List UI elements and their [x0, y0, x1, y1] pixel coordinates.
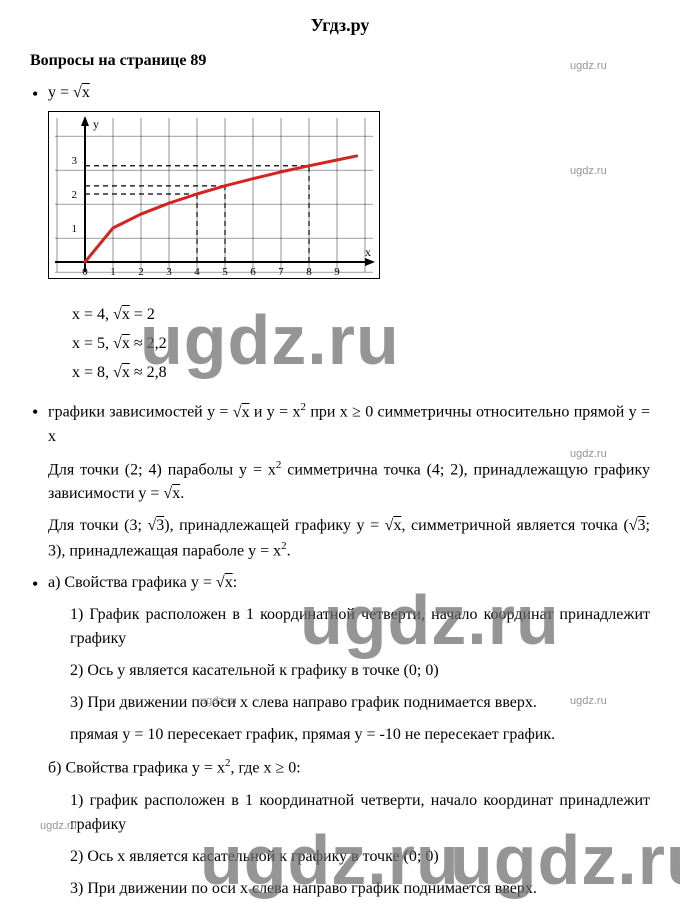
bullet3-a4: прямая y = 10 пересекает график, прямая … — [70, 723, 650, 747]
bullet3-a1: 1) График расположен в 1 координатной че… — [70, 603, 650, 651]
math-block: x = 4, x = 2 x = 5, x ≈ 2,2 x = 8, x ≈ 2… — [72, 301, 650, 387]
svg-text:8: 8 — [306, 266, 312, 278]
svg-text:6: 6 — [250, 266, 256, 278]
site-header: Угдз.ру — [30, 12, 650, 39]
svg-text:4: 4 — [194, 266, 200, 278]
svg-text:x: x — [365, 245, 371, 259]
svg-text:1: 1 — [110, 266, 116, 278]
svg-text:2: 2 — [138, 266, 144, 278]
chart-sqrt: 0 1 2 3 4 5 6 7 8 9 1 2 3 y x — [48, 111, 650, 287]
math-line-1: x = 4, x = 2 — [72, 301, 650, 330]
math-line-2: x = 5, x ≈ 2,2 — [72, 330, 650, 359]
svg-text:7: 7 — [278, 266, 284, 278]
svg-text:3: 3 — [72, 155, 78, 167]
bullet1-formula: y = x — [48, 81, 650, 105]
svg-text:y: y — [93, 117, 99, 131]
bullet-3: а) Свойства графика y = x: 1) График рас… — [48, 571, 650, 900]
svg-text:0: 0 — [82, 266, 88, 278]
bullet-2: графики зависимостей y = x и y = x2 при … — [48, 399, 650, 563]
bullet3-a3: 3) При движении по оси x слева направо г… — [70, 691, 650, 715]
bullet3-b2: 2) Ось x является касательной к графику … — [70, 845, 650, 869]
svg-text:1: 1 — [72, 223, 78, 235]
bullet2-p2: Для точки (2; 4) параболы y = x2 симметр… — [48, 457, 650, 506]
bullet3-a2: 2) Ось y является касательной к графику … — [70, 659, 650, 683]
svg-text:3: 3 — [166, 266, 172, 278]
bullet-1: y = x 0 1 2 3 4 5 6 7 8 9 1 2 3 y x x = 4, x = 2 x = 5… — [48, 81, 650, 387]
math-line-3: x = 8, x ≈ 2,8 — [72, 359, 650, 388]
bullet3-b3: 3) При движении по оси x слева направо г… — [70, 877, 650, 901]
bullet2-p3: Для точки (3; 3), принадлежащей графику … — [48, 514, 650, 563]
bullet3-b-head: б) Свойства графика y = x2, где x ≥ 0: — [48, 755, 650, 780]
page-title: Вопросы на странице 89 — [30, 49, 650, 73]
svg-text:2: 2 — [72, 189, 78, 201]
svg-text:5: 5 — [222, 266, 228, 278]
chart-svg: 0 1 2 3 4 5 6 7 8 9 1 2 3 y x — [48, 111, 380, 279]
bullet3-b1: 1) график расположен в 1 координатной че… — [70, 789, 650, 837]
bullet2-p1: графики зависимостей y = x и y = x2 при … — [48, 399, 650, 448]
svg-text:9: 9 — [334, 266, 340, 278]
bullet3-a-head: а) Свойства графика y = x: — [48, 571, 650, 595]
